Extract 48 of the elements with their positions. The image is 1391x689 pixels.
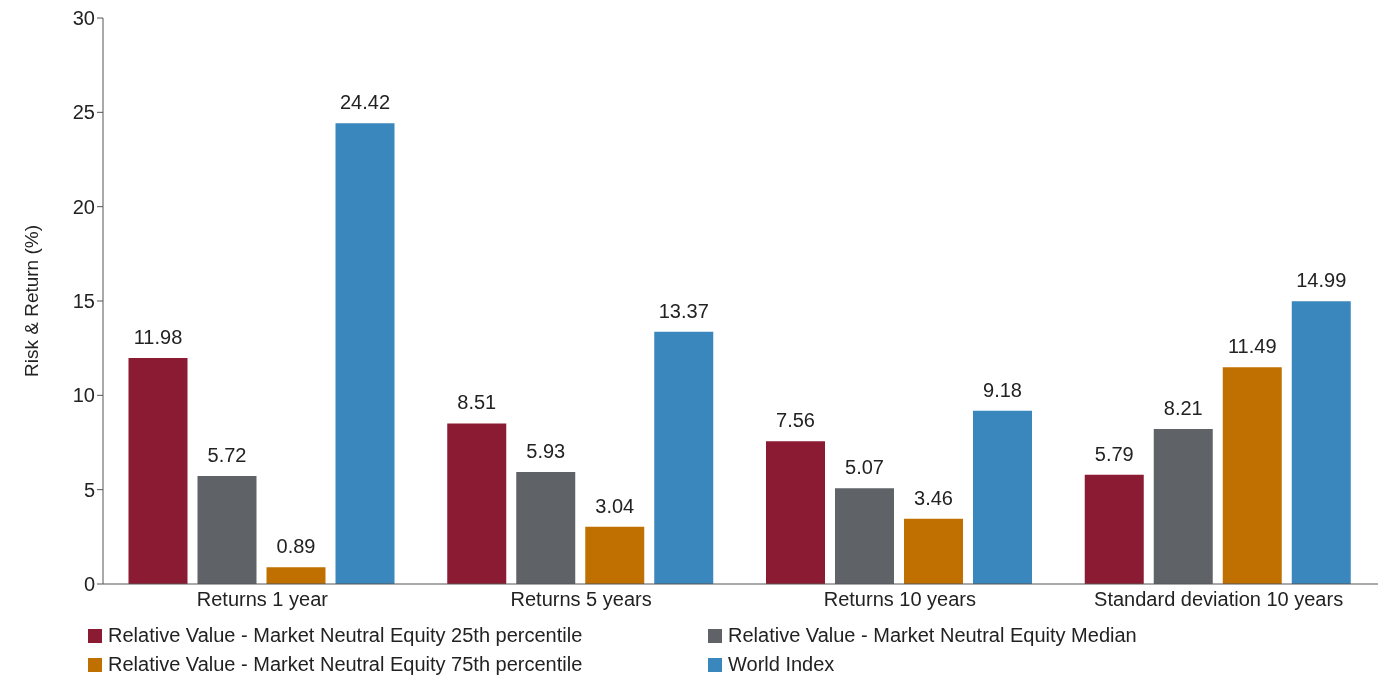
data-label: 8.21 bbox=[1163, 397, 1203, 420]
bar bbox=[904, 518, 963, 584]
data-label: 14.99 bbox=[1296, 269, 1347, 292]
x-tick-label: Returns 5 years bbox=[510, 588, 652, 611]
y-tick-label: 0 bbox=[83, 573, 95, 596]
data-label: 8.51 bbox=[457, 391, 497, 414]
x-tick-label: Standard deviation 10 years bbox=[1094, 588, 1344, 611]
data-label: 11.49 bbox=[1227, 335, 1277, 358]
bar bbox=[1084, 474, 1144, 584]
legend-label: Relative Value - Market Neutral Equity Median bbox=[728, 624, 1137, 647]
data-label: 9.18 bbox=[983, 378, 1022, 401]
bar bbox=[1153, 429, 1213, 584]
data-label: 11.98 bbox=[133, 325, 183, 348]
bar bbox=[1222, 367, 1282, 584]
bar bbox=[585, 526, 645, 584]
x-tick-label: Returns 1 year bbox=[196, 588, 329, 611]
y-axis-title: Risk & Return (%) bbox=[20, 224, 42, 378]
data-label: 3.04 bbox=[595, 494, 635, 517]
data-label: 0.89 bbox=[276, 535, 316, 558]
data-label: 13.37 bbox=[658, 299, 709, 322]
data-label: 24.42 bbox=[339, 91, 391, 114]
y-tick-label: 5 bbox=[83, 478, 95, 501]
bar bbox=[516, 472, 576, 584]
bar bbox=[835, 488, 894, 584]
bar bbox=[335, 123, 395, 584]
bar bbox=[266, 567, 326, 584]
legend-label: Relative Value - Market Neutral Equity 75th percentile bbox=[108, 653, 583, 676]
data-label: 7.56 bbox=[776, 409, 815, 432]
y-tick-label: 25 bbox=[72, 101, 95, 124]
data-label: 5.79 bbox=[1094, 442, 1134, 465]
data-label: 5.93 bbox=[526, 440, 566, 463]
legend-label: Relative Value - Market Neutral Equity 25th percentile bbox=[108, 624, 583, 647]
bar bbox=[1291, 301, 1351, 584]
bar bbox=[447, 423, 507, 584]
y-tick-label: 10 bbox=[72, 384, 95, 407]
data-label: 3.46 bbox=[914, 486, 953, 509]
y-tick-label: 30 bbox=[72, 7, 95, 30]
bar bbox=[128, 357, 188, 584]
bar bbox=[766, 441, 825, 584]
y-tick-label: 15 bbox=[72, 290, 95, 313]
bar bbox=[973, 410, 1032, 584]
x-tick-label: Returns 10 years bbox=[823, 588, 977, 611]
legend-label: World Index bbox=[728, 653, 835, 676]
data-label: 5.72 bbox=[207, 444, 247, 467]
y-tick-label: 20 bbox=[72, 195, 95, 218]
data-label: 5.07 bbox=[845, 456, 884, 479]
bar bbox=[197, 476, 257, 584]
bar bbox=[654, 331, 714, 584]
